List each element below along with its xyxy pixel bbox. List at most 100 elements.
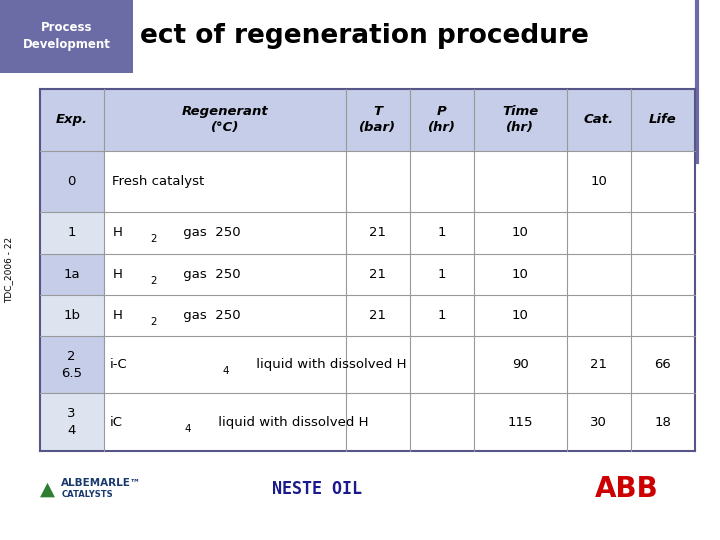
Bar bbox=[346, 295, 410, 336]
Bar bbox=[40, 393, 104, 451]
Text: gas  250: gas 250 bbox=[179, 226, 241, 240]
Bar bbox=[40, 295, 104, 336]
Bar bbox=[567, 393, 631, 451]
Text: NESTE OIL: NESTE OIL bbox=[272, 480, 362, 498]
Text: H: H bbox=[112, 268, 122, 281]
Bar bbox=[410, 89, 474, 151]
Text: 90: 90 bbox=[512, 358, 528, 371]
Bar bbox=[567, 151, 631, 212]
Text: 18: 18 bbox=[654, 416, 671, 429]
Text: Time
(hr): Time (hr) bbox=[502, 105, 539, 134]
Text: H: H bbox=[112, 309, 122, 322]
Bar bbox=[104, 89, 346, 151]
Bar bbox=[104, 212, 346, 254]
Text: Life: Life bbox=[649, 113, 677, 126]
Bar bbox=[474, 393, 567, 451]
Text: TDC_2006 - 22: TDC_2006 - 22 bbox=[4, 237, 13, 303]
Text: 21: 21 bbox=[590, 358, 607, 371]
Bar bbox=[567, 212, 631, 254]
Text: gas  250: gas 250 bbox=[179, 268, 241, 281]
Text: 66: 66 bbox=[654, 358, 671, 371]
Bar bbox=[346, 254, 410, 295]
Text: Process
Development: Process Development bbox=[22, 22, 111, 51]
Bar bbox=[474, 336, 567, 393]
Text: Exp.: Exp. bbox=[55, 113, 88, 126]
Bar bbox=[104, 151, 346, 212]
Text: CATALYSTS: CATALYSTS bbox=[61, 490, 113, 498]
Text: 1b: 1b bbox=[63, 309, 80, 322]
Text: H: H bbox=[112, 226, 122, 240]
Bar bbox=[346, 212, 410, 254]
Text: 21: 21 bbox=[369, 268, 387, 281]
Bar bbox=[104, 254, 346, 295]
Bar bbox=[104, 336, 346, 393]
Text: liquid with dissolved H: liquid with dissolved H bbox=[252, 358, 406, 371]
Text: 21: 21 bbox=[369, 226, 387, 240]
Text: ▲: ▲ bbox=[40, 479, 55, 498]
Bar bbox=[474, 212, 567, 254]
Bar bbox=[474, 295, 567, 336]
Bar bbox=[631, 336, 695, 393]
Bar bbox=[410, 254, 474, 295]
Text: 10: 10 bbox=[512, 226, 528, 240]
Bar bbox=[567, 254, 631, 295]
Bar bbox=[346, 393, 410, 451]
Text: iC: iC bbox=[109, 416, 122, 429]
Bar bbox=[474, 89, 567, 151]
Text: 21: 21 bbox=[369, 309, 387, 322]
Text: gas  250: gas 250 bbox=[179, 309, 241, 322]
Bar bbox=[410, 212, 474, 254]
Bar bbox=[410, 295, 474, 336]
Text: 4: 4 bbox=[185, 423, 192, 434]
Text: Regenerant
(°C): Regenerant (°C) bbox=[181, 105, 268, 134]
Text: 4: 4 bbox=[222, 366, 229, 376]
Text: ALBEMARLE™: ALBEMARLE™ bbox=[61, 478, 141, 488]
Bar bbox=[40, 151, 104, 212]
Text: ABB: ABB bbox=[595, 475, 658, 503]
Text: 1a: 1a bbox=[63, 268, 80, 281]
Bar bbox=[474, 254, 567, 295]
Bar bbox=[567, 295, 631, 336]
Text: 10: 10 bbox=[512, 309, 528, 322]
Bar bbox=[104, 295, 346, 336]
Bar bbox=[346, 89, 410, 151]
Bar bbox=[40, 336, 104, 393]
Bar bbox=[410, 151, 474, 212]
Bar bbox=[410, 393, 474, 451]
Text: 2: 2 bbox=[150, 234, 156, 245]
Bar bbox=[346, 336, 410, 393]
Text: 10: 10 bbox=[512, 268, 528, 281]
Bar bbox=[346, 151, 410, 212]
Bar bbox=[40, 212, 104, 254]
Text: 1: 1 bbox=[438, 268, 446, 281]
Text: 0: 0 bbox=[68, 175, 76, 188]
Bar bbox=[631, 393, 695, 451]
Bar bbox=[410, 336, 474, 393]
Text: 30: 30 bbox=[590, 416, 607, 429]
Text: Fresh catalyst: Fresh catalyst bbox=[112, 175, 204, 188]
Bar bbox=[40, 254, 104, 295]
Text: 10: 10 bbox=[590, 175, 607, 188]
Bar bbox=[631, 295, 695, 336]
Text: 1: 1 bbox=[68, 226, 76, 240]
Text: ect of regeneration procedure: ect of regeneration procedure bbox=[140, 23, 589, 50]
Bar bbox=[104, 393, 346, 451]
Text: 1: 1 bbox=[438, 309, 446, 322]
Bar bbox=[567, 89, 631, 151]
Text: 2
6.5: 2 6.5 bbox=[61, 349, 82, 380]
Bar bbox=[631, 89, 695, 151]
Text: 2: 2 bbox=[150, 316, 156, 327]
Bar bbox=[474, 151, 567, 212]
Bar bbox=[631, 212, 695, 254]
Text: P
(hr): P (hr) bbox=[428, 105, 456, 134]
Text: T
(bar): T (bar) bbox=[359, 105, 397, 134]
Text: 1: 1 bbox=[438, 226, 446, 240]
Text: 2: 2 bbox=[150, 275, 156, 286]
Bar bbox=[40, 89, 104, 151]
Text: i-C: i-C bbox=[109, 358, 127, 371]
Text: 115: 115 bbox=[508, 416, 533, 429]
Text: Cat.: Cat. bbox=[584, 113, 613, 126]
Text: liquid with dissolved H: liquid with dissolved H bbox=[214, 416, 369, 429]
Bar bbox=[631, 151, 695, 212]
Text: 3
4: 3 4 bbox=[68, 407, 76, 437]
